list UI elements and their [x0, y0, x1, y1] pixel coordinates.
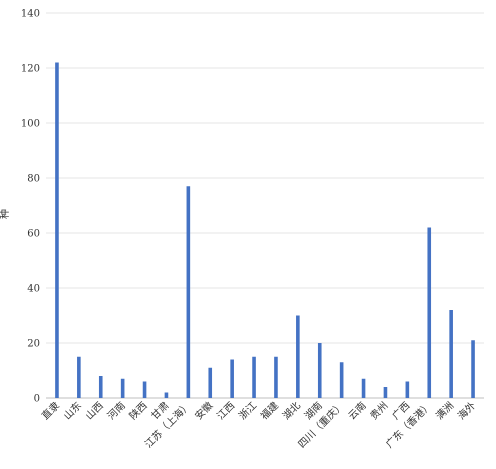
gridlines: [46, 12, 484, 399]
bar: [164, 392, 169, 398]
y-tick-label: 140: [21, 9, 40, 20]
bar: [230, 359, 234, 398]
x-tick-label: 山西: [83, 400, 106, 423]
bar: [77, 356, 81, 398]
x-tick-label: 江西: [215, 400, 238, 423]
y-tick-label: 0: [34, 394, 40, 405]
x-tick-label: 陕西: [126, 399, 149, 422]
x-tick-label: 海外: [455, 399, 478, 422]
bar: [317, 343, 322, 398]
x-tick-label: 山东: [61, 399, 84, 422]
x-tick-label: 直隶: [39, 399, 62, 422]
x-tick-label: 福建: [258, 399, 281, 422]
bar: [186, 186, 191, 398]
x-tick-label: 河南: [104, 399, 127, 422]
bar: [405, 381, 410, 398]
bar: [142, 381, 147, 398]
y-tick-label: 20: [27, 339, 40, 350]
x-tick-label: 云南: [345, 399, 368, 422]
bars: [55, 62, 475, 398]
y-axis: 0 20 40 60 80 100 120 140: [21, 9, 40, 405]
bar: [339, 362, 344, 398]
bar: [427, 227, 432, 398]
bar: [252, 356, 256, 398]
bar: [383, 387, 388, 398]
y-tick-label: 40: [27, 284, 40, 295]
y-tick-label: 60: [27, 229, 40, 240]
y-axis-title: 种: [0, 209, 11, 219]
x-tick-label: 安徽: [192, 399, 215, 422]
bar: [98, 376, 103, 398]
bar: [55, 62, 59, 398]
x-tick-label: 湖北: [280, 400, 303, 423]
x-tick-label: 浙江: [237, 400, 260, 423]
x-tick-label: 贵州: [367, 399, 390, 422]
y-tick-label: 120: [21, 64, 40, 75]
bar: [296, 315, 300, 398]
bar: [449, 310, 453, 398]
y-tick-label: 80: [27, 174, 40, 185]
bar: [208, 367, 213, 398]
x-tick-label: 满洲: [434, 400, 457, 423]
y-tick-label: 100: [21, 119, 40, 130]
bar: [471, 340, 475, 398]
bar: [274, 356, 278, 398]
bar: [361, 378, 366, 398]
bar: [120, 378, 125, 398]
